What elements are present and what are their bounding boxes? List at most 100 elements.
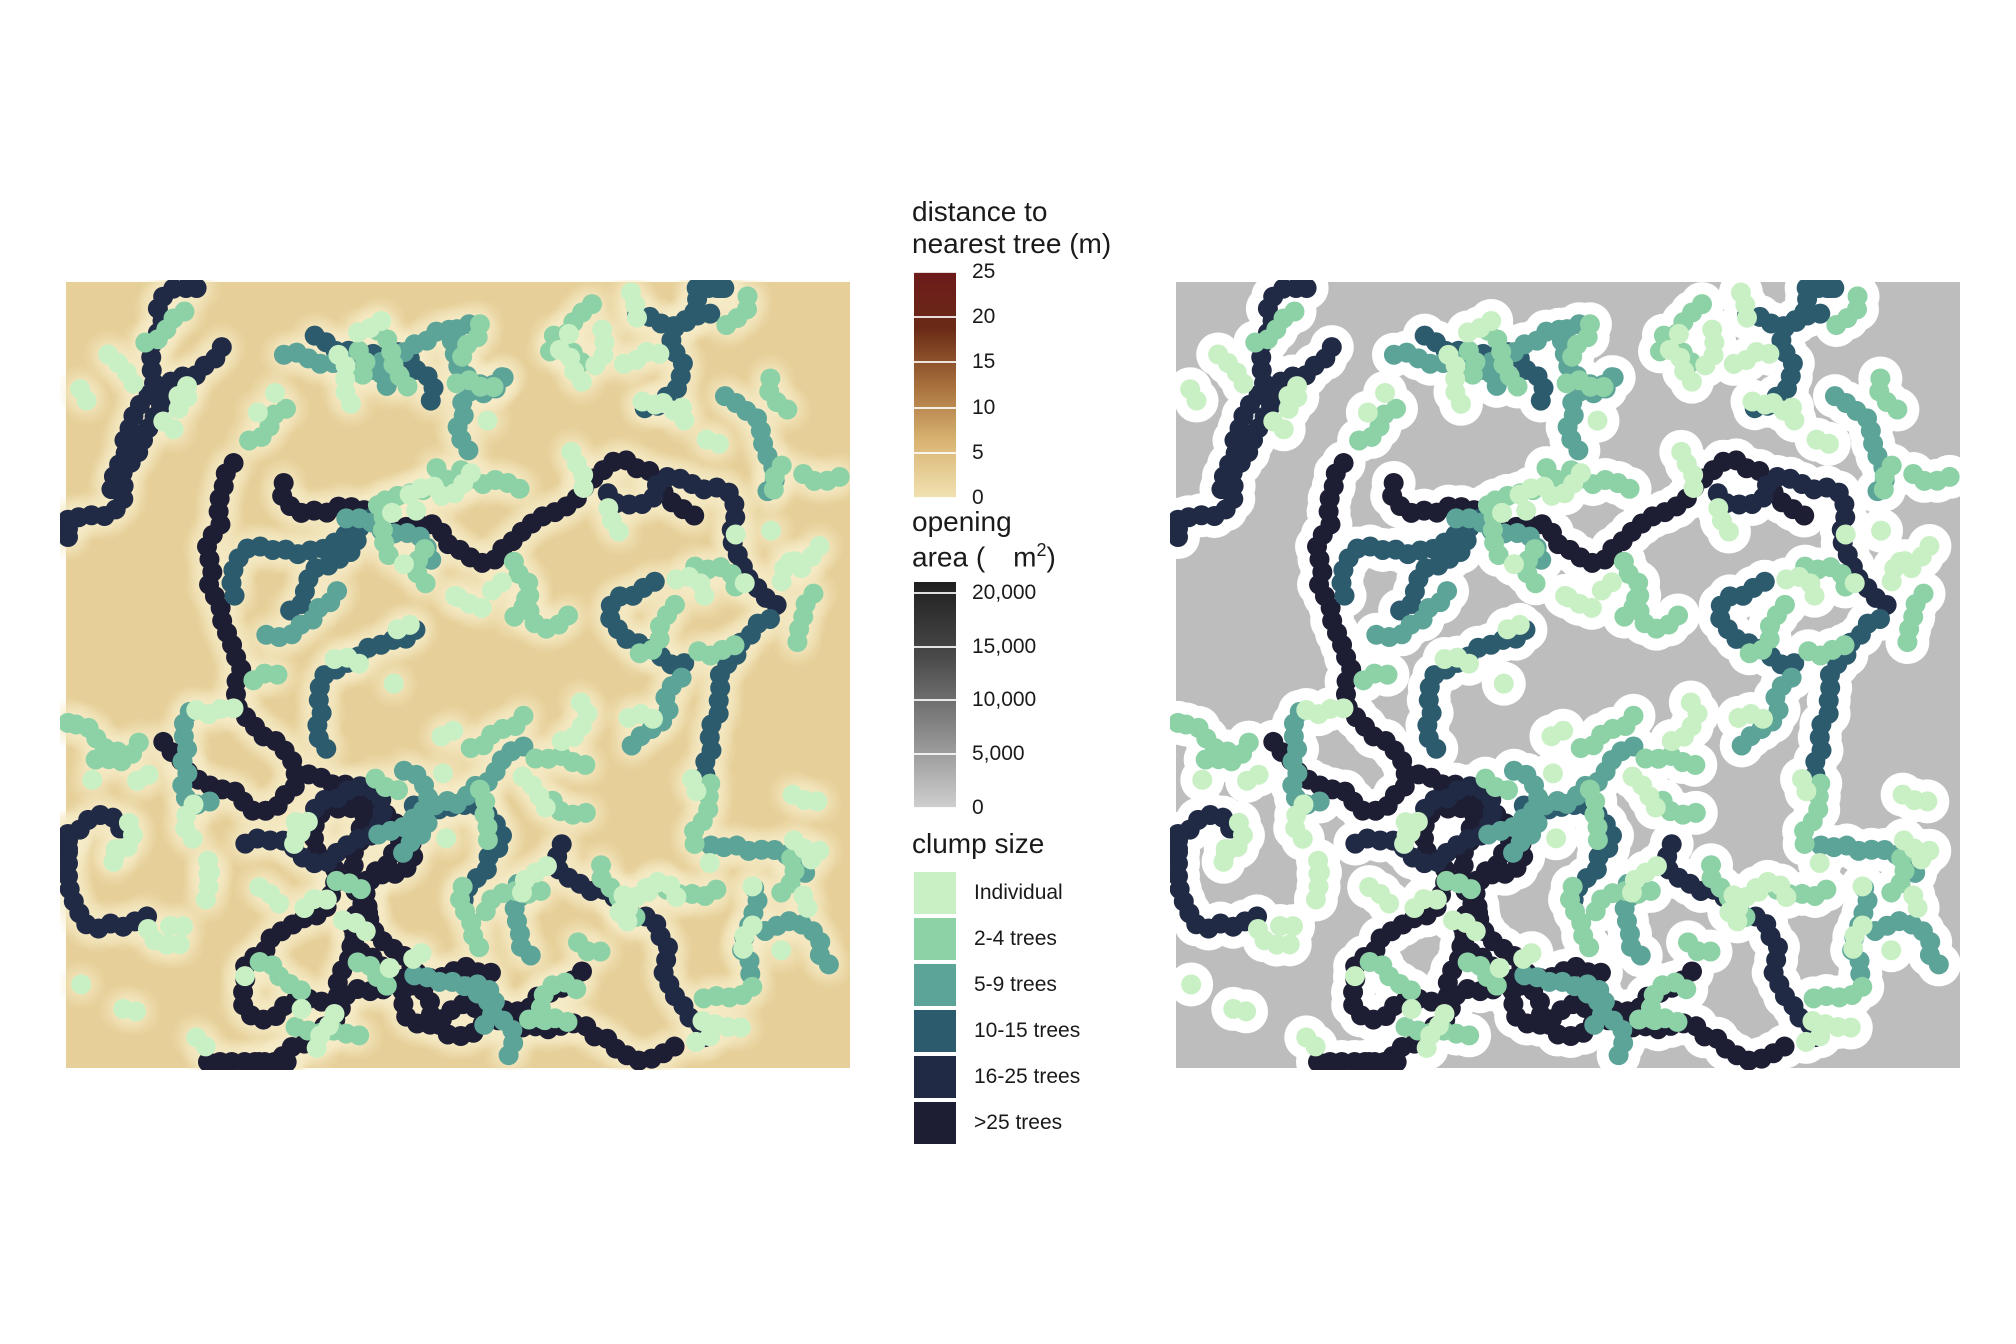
tree-point [469, 314, 490, 335]
opening-tick-label: 5,000 [972, 742, 1025, 766]
distance-tick-mark [914, 406, 956, 409]
tree-point [269, 893, 290, 914]
tree-point [1570, 463, 1591, 484]
tree-point [829, 466, 850, 487]
tree-point [174, 301, 195, 322]
tree-point [1621, 882, 1642, 903]
tree-point [98, 344, 119, 365]
tree-point [1465, 921, 1486, 942]
opening-tick-label: 0 [972, 796, 984, 819]
tree-point [1278, 398, 1299, 419]
tree-point [642, 708, 663, 729]
tree-point [1497, 619, 1518, 640]
tree-point [197, 1052, 218, 1070]
tree-point [1414, 325, 1435, 346]
tree-point [1404, 898, 1425, 919]
tree-point [1238, 732, 1259, 753]
tree-point [1626, 588, 1647, 609]
tree-point [1570, 738, 1591, 759]
right-map-panel [1170, 280, 1960, 1070]
tree-point [1816, 879, 1837, 900]
opening-colorbar [914, 582, 956, 808]
tree-point [570, 692, 591, 713]
distance-legend-title-line1: distance to [912, 196, 1048, 227]
tree-point [446, 793, 467, 814]
distance-tick-mark [914, 497, 956, 499]
tree-point [1375, 382, 1396, 403]
clump-label: >25 trees [974, 1111, 1063, 1134]
tree-point [1619, 478, 1640, 499]
tree-point [265, 382, 286, 403]
tree-point [551, 731, 572, 752]
clump-label: Individual [974, 881, 1063, 904]
opening-tick-mark [914, 807, 956, 809]
tree-point [71, 974, 92, 995]
tree-point [1579, 314, 1600, 335]
tree-point [1247, 919, 1268, 940]
distance-tick-label: 25 [972, 260, 996, 283]
tree-point [1881, 455, 1902, 476]
opening-title-unit: m [1013, 541, 1037, 573]
tree-point [1493, 673, 1514, 694]
tree-points-left [60, 280, 850, 1070]
tree-point [460, 463, 481, 484]
tree-point [326, 870, 347, 891]
tree-point [1661, 834, 1682, 855]
tree-point [82, 769, 103, 790]
tree-point [684, 833, 705, 854]
tree-point [458, 440, 479, 461]
tree-point [1752, 708, 1773, 729]
tree-point [1671, 441, 1692, 462]
tree-point [1170, 527, 1188, 548]
tree-point [714, 386, 735, 407]
tree-point [693, 988, 714, 1009]
distance-colorbar [914, 272, 956, 498]
tree-point [1445, 368, 1466, 389]
opening-title-close: ) [1046, 541, 1056, 573]
tree-point [1901, 558, 1922, 579]
tree-point [1794, 833, 1815, 854]
tree-point [406, 500, 427, 521]
tree-point [1450, 393, 1471, 414]
clump-swatch [914, 918, 956, 960]
tree-point [512, 766, 533, 787]
tree-point [1870, 368, 1891, 389]
tree-point [682, 769, 703, 789]
tree-point [582, 294, 603, 315]
tree-point [491, 572, 512, 593]
tree-point [1635, 748, 1656, 769]
tree-point [1917, 791, 1938, 812]
tree-point [686, 1031, 707, 1052]
tree-point [127, 770, 148, 791]
tree-point [699, 852, 720, 873]
tree-point [316, 738, 337, 759]
tree-point [666, 569, 687, 590]
tree-point [223, 453, 244, 474]
tree-point [1383, 472, 1404, 493]
opening-legend-title-line1: opening [912, 506, 1012, 537]
tree-point [379, 957, 400, 978]
tree-point [1907, 897, 1928, 918]
tree-point [477, 830, 498, 851]
tree-point [1608, 1045, 1629, 1066]
tree-point [1273, 419, 1294, 440]
tree-point [1434, 649, 1455, 670]
tree-point [1366, 624, 1387, 645]
tree-point [1728, 898, 1749, 919]
tree-point [306, 1037, 327, 1058]
tree-point [1587, 410, 1608, 431]
clump-label: 10-15 trees [974, 1019, 1081, 1042]
tree-point [771, 940, 792, 961]
tree-point [1613, 551, 1634, 572]
tree-point [1881, 571, 1902, 592]
tree-point [520, 945, 541, 966]
distance-tick-mark [914, 451, 956, 454]
tree-point [1498, 780, 1519, 801]
tree-point [771, 571, 792, 592]
tree-point [1333, 453, 1354, 474]
tree-point [106, 842, 127, 863]
tree-point [730, 1017, 751, 1038]
tree-point [590, 941, 611, 962]
tree-point [324, 649, 345, 670]
tree-point [1659, 339, 1680, 360]
